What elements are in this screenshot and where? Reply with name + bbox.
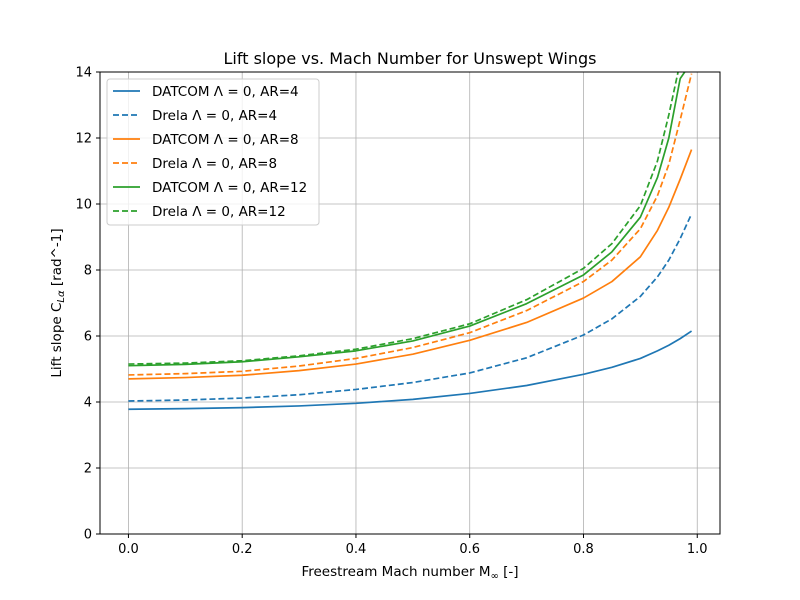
x-tick-label: 0.8 (573, 542, 594, 557)
legend-label-1: DATCOM Λ = 0, AR=4 (152, 84, 299, 100)
x-tick-label: 0.6 (459, 542, 480, 557)
y-tick-label: 0 (84, 528, 92, 543)
x-tick-label: 0.4 (346, 542, 367, 557)
legend-box (106, 78, 320, 226)
y-axis-label-text: Lift slope C (49, 303, 65, 378)
y-tick-label: 6 (84, 330, 92, 345)
x-tick-label: 0.0 (118, 542, 139, 557)
x-tick-label: 1.0 (687, 542, 708, 557)
legend-label-2: Drela Λ = 0, AR=4 (152, 108, 277, 124)
series-line-5 (128, 72, 686, 367)
legend: DATCOM Λ = 0, AR=4 Drela Λ = 0, AR=4 DATCO… (106, 78, 320, 226)
x-axis-label-subscript: ∞ (491, 571, 499, 582)
y-tick-label: 4 (84, 396, 92, 411)
legend-label-3: DATCOM Λ = 0, AR=8 (152, 132, 299, 148)
x-axis-label-text: Freestream Mach number M (301, 564, 490, 580)
y-tick-label: 2 (84, 462, 92, 477)
y-tick-label: 8 (84, 264, 92, 279)
x-tick-label: 0.2 (232, 542, 253, 557)
series-lines (128, 72, 693, 411)
y-axis-label-subscript: Lα (56, 290, 67, 303)
legend-label-4: Drela Λ = 0, AR=8 (152, 156, 277, 172)
series-line-6 (128, 72, 679, 365)
ticks: 0.0 0.2 0.4 0.6 0.8 1.0 0 2 4 6 8 10 12 14 (75, 66, 707, 558)
y-tick-label: 14 (75, 66, 92, 81)
legend-label-5: DATCOM Λ = 0, AR=12 (152, 180, 307, 196)
y-axis-label-unit: [rad^-1] (49, 228, 65, 290)
y-axis-label: Lift slope CLα [rad^-1] (49, 228, 67, 377)
axes-frame (99, 71, 721, 535)
y-tick-label: 10 (75, 198, 92, 213)
chart-title: Lift slope vs. Mach Number for Unswept W… (224, 49, 597, 68)
series-line-3 (128, 149, 693, 380)
x-axis-label-unit: [-] (499, 564, 519, 580)
series-line-1 (128, 330, 693, 411)
legend-label-6: Drela Λ = 0, AR=12 (152, 204, 286, 220)
series-line-4 (128, 73, 693, 376)
y-tick-label: 12 (75, 132, 92, 147)
x-axis-label: Freestream Mach number M∞ [-] (301, 564, 518, 582)
series-line-2 (128, 213, 693, 402)
